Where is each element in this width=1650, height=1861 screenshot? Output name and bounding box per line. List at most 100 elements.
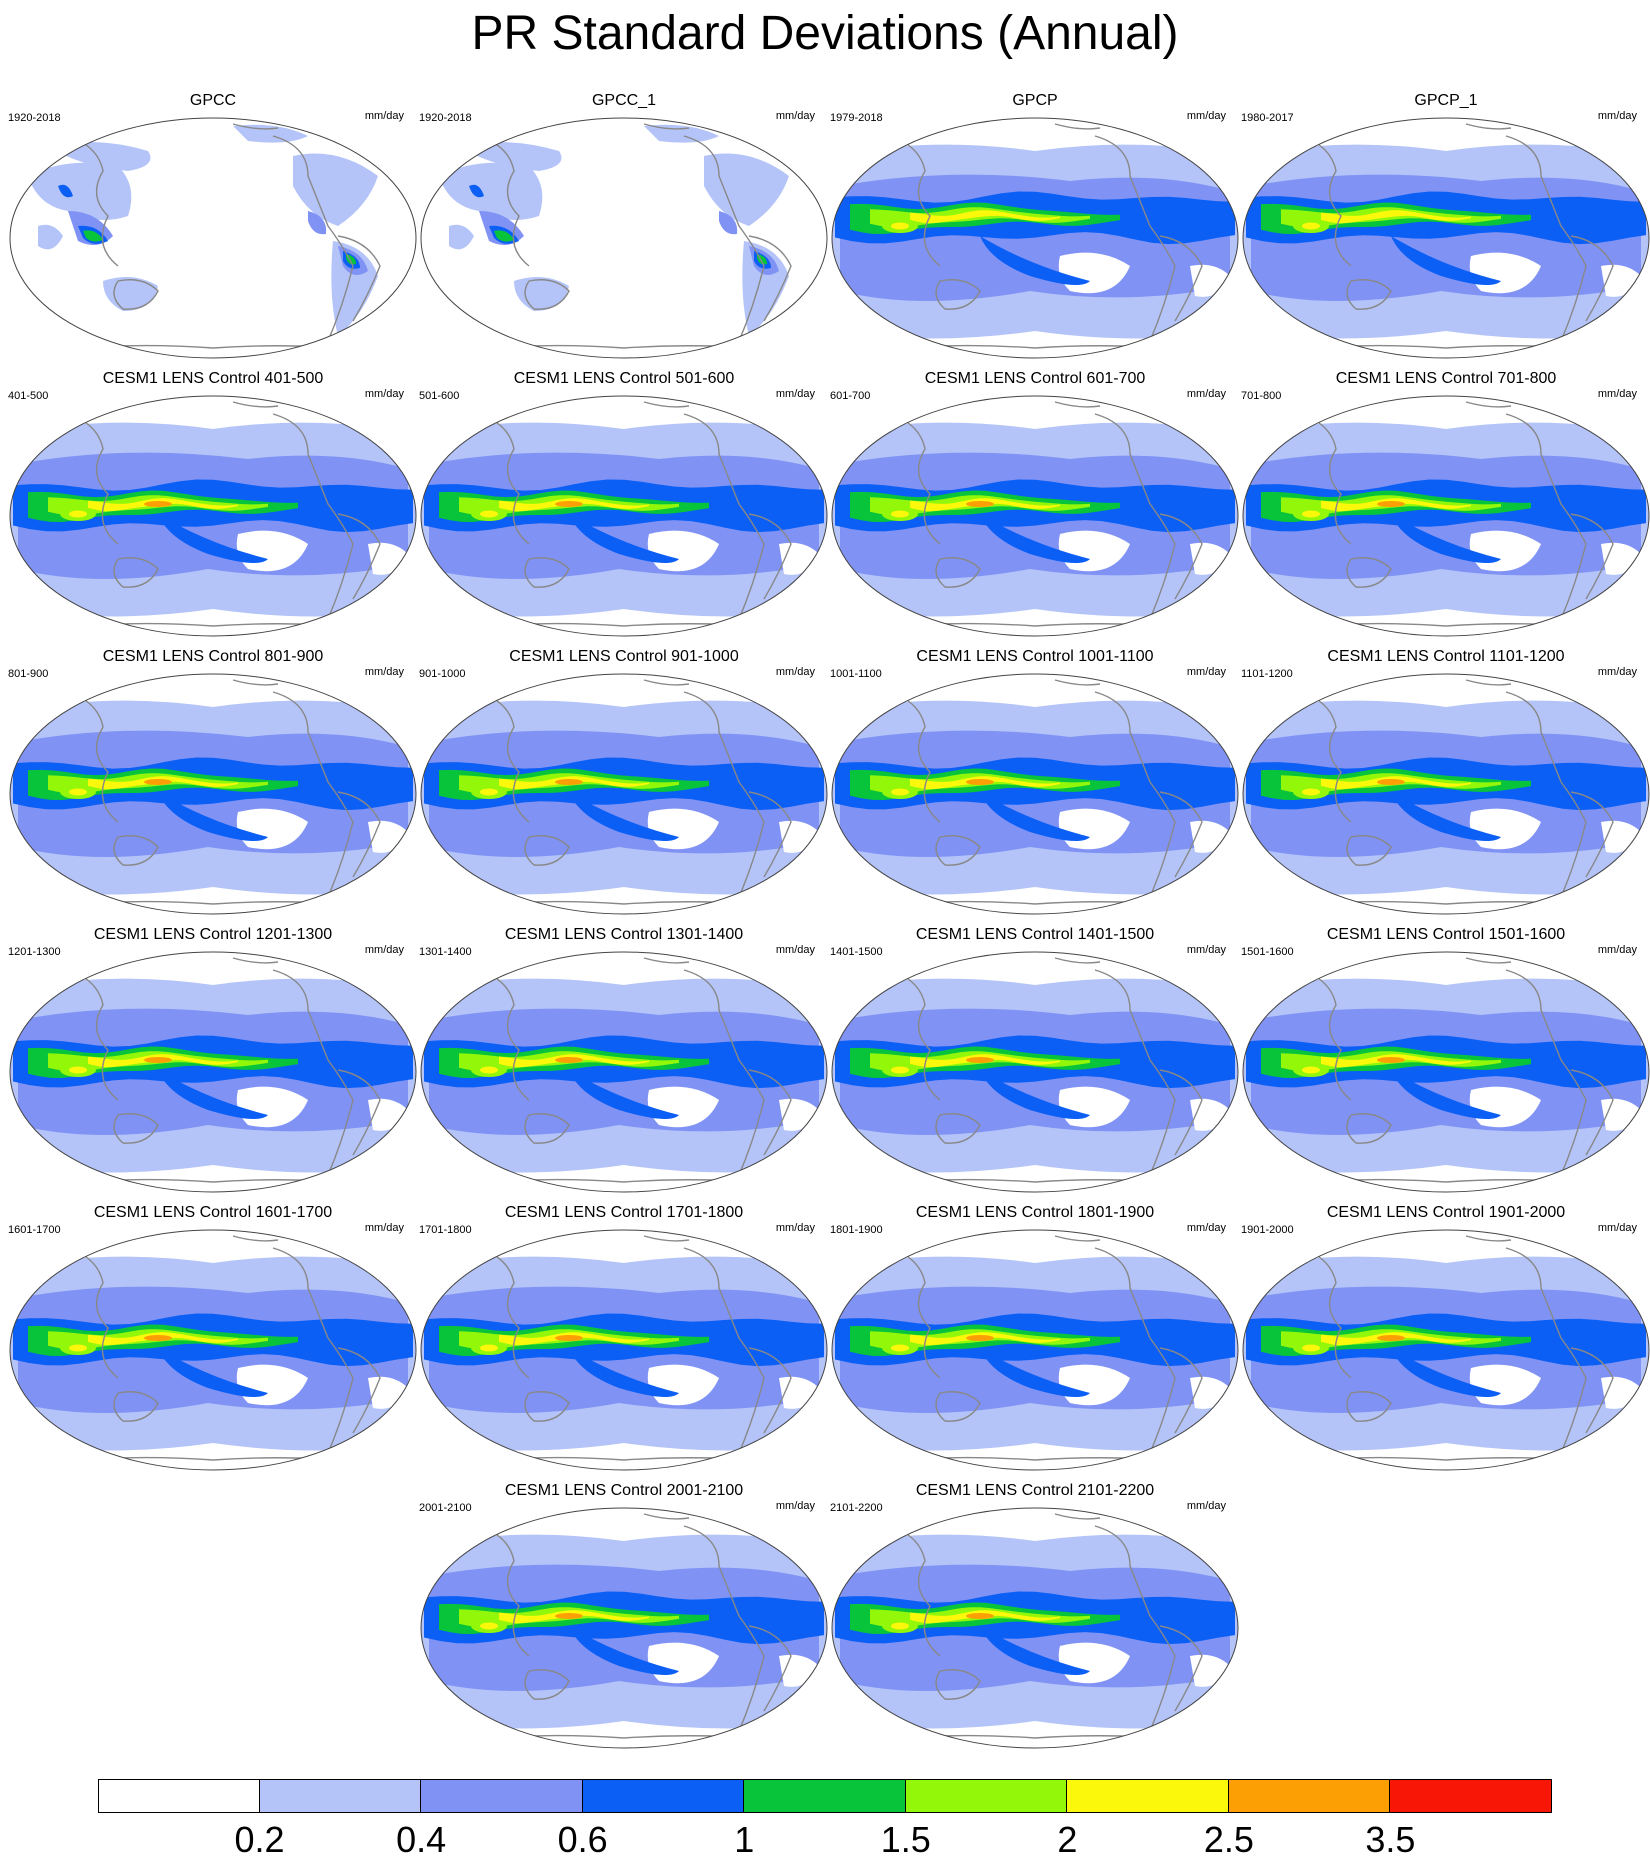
map-panel: CESM1 LENS Control 1901-2000 1901-2000 mm/… — [1241, 1204, 1650, 1474]
map-panel: GPCP_1 1980-2017 mm/day — [1241, 92, 1650, 362]
colorbar-swatch — [905, 1779, 1068, 1813]
map-panel: CESM1 LENS Control 2001-2100 2001-2100 mm/… — [419, 1482, 829, 1752]
panel-units: mm/day — [1186, 388, 1226, 400]
panel-period: 1301-1400 — [419, 946, 472, 958]
panel-period: 2101-2200 — [830, 1502, 883, 1514]
panel-units: mm/day — [1597, 388, 1637, 400]
world-map — [831, 673, 1239, 915]
world-map — [420, 395, 828, 637]
world-map — [9, 673, 417, 915]
world-map — [1242, 673, 1650, 915]
map-panel: CESM1 LENS Control 901-1000 901-1000 mm/da… — [419, 648, 829, 918]
panel-period: 801-900 — [8, 668, 49, 680]
panel-title: CESM1 LENS Control 1801-1900 — [915, 1204, 1155, 1221]
panel-period: 1101-1200 — [1241, 668, 1293, 680]
panel-period: 1801-1900 — [830, 1224, 883, 1236]
panel-period: 1701-1800 — [419, 1224, 472, 1236]
map-panel: CESM1 LENS Control 1601-1700 1601-1700 mm/… — [8, 1204, 418, 1474]
panel-period: 601-700 — [830, 390, 871, 402]
figure-title: PR Standard Deviations (Annual) — [471, 7, 1179, 60]
panel-period: 1201-1300 — [8, 946, 61, 958]
panel-units: mm/day — [1186, 666, 1226, 678]
panel-units: mm/day — [364, 388, 404, 400]
colorbar-label: 0.4 — [396, 1819, 447, 1860]
colorbar-label: 0.6 — [557, 1819, 608, 1860]
map-panel: CESM1 LENS Control 1101-1200 1101-1200 mm/… — [1241, 648, 1650, 918]
colorbar — [98, 1779, 1552, 1813]
world-map — [420, 951, 828, 1193]
panel-units: mm/day — [1186, 944, 1226, 956]
panel-units: mm/day — [775, 944, 815, 956]
map-panel: CESM1 LENS Control 2101-2200 2101-2200 mm/… — [830, 1482, 1240, 1752]
panel-units: mm/day — [1186, 1500, 1226, 1512]
panel-period: 1979-2018 — [830, 112, 883, 124]
world-map — [831, 1229, 1239, 1471]
panel-period: 901-1000 — [419, 668, 466, 680]
map-panel: CESM1 LENS Control 401-500 401-500 mm/day — [8, 370, 418, 640]
panel-title: GPCC_1 — [591, 92, 657, 109]
colorbar-label: 2.5 — [1203, 1819, 1254, 1860]
panel-title: GPCP_1 — [1414, 92, 1478, 109]
map-panel: CESM1 LENS Control 1301-1400 1301-1400 mm/… — [419, 926, 829, 1196]
panel-title: GPCC — [189, 92, 237, 109]
world-map — [9, 951, 417, 1193]
colorbar-label: 1.5 — [880, 1819, 931, 1860]
panel-title: CESM1 LENS Control 701-800 — [1335, 370, 1557, 387]
world-map — [831, 951, 1239, 1193]
world-map — [420, 117, 828, 359]
panel-units: mm/day — [364, 944, 404, 956]
map-panel: GPCP 1979-2018 mm/day — [830, 92, 1240, 362]
panel-units: mm/day — [1186, 1222, 1226, 1234]
colorbar-swatch — [1228, 1779, 1391, 1813]
panel-period: 1901-2000 — [1241, 1224, 1294, 1236]
panel-units: mm/day — [364, 666, 404, 678]
panel-title: CESM1 LENS Control 1301-1400 — [504, 926, 744, 943]
map-panel: CESM1 LENS Control 1801-1900 1801-1900 mm/… — [830, 1204, 1240, 1474]
panel-units: mm/day — [775, 110, 815, 122]
map-panel: GPCC 1920-2018 mm/day — [8, 92, 418, 362]
map-panel: CESM1 LENS Control 1501-1600 1501-1600 mm/… — [1241, 926, 1650, 1196]
panel-units: mm/day — [364, 110, 404, 122]
panel-period: 2001-2100 — [419, 1502, 472, 1514]
panel-title: CESM1 LENS Control 501-600 — [513, 370, 735, 387]
world-map — [831, 1507, 1239, 1749]
map-panel: CESM1 LENS Control 1201-1300 1201-1300 mm/… — [8, 926, 418, 1196]
panel-period: 1980-2017 — [1241, 112, 1294, 124]
colorbar-swatch — [421, 1779, 583, 1813]
colorbar-swatch — [1390, 1779, 1552, 1813]
world-map — [9, 117, 417, 359]
world-map — [420, 673, 828, 915]
panel-units: mm/day — [364, 1222, 404, 1234]
panel-title: CESM1 LENS Control 1701-1800 — [504, 1204, 744, 1221]
panel-period: 401-500 — [8, 390, 49, 402]
panel-period: 1920-2018 — [8, 112, 61, 124]
colorbar-swatch — [582, 1779, 745, 1813]
colorbar-label: 0.2 — [234, 1819, 285, 1860]
world-map — [831, 117, 1239, 359]
panel-title: CESM1 LENS Control 2101-2200 — [915, 1482, 1155, 1499]
panel-units: mm/day — [775, 1500, 815, 1512]
panel-title: CESM1 LENS Control 1901-2000 — [1326, 1204, 1566, 1221]
panel-title: CESM1 LENS Control 1201-1300 — [93, 926, 333, 943]
colorbar-swatch — [744, 1779, 906, 1813]
colorbar-swatch — [1067, 1779, 1229, 1813]
world-map — [1242, 395, 1650, 637]
panel-title: CESM1 LENS Control 1401-1500 — [915, 926, 1155, 943]
panel-period: 1601-1700 — [8, 1224, 61, 1236]
panel-title: CESM1 LENS Control 401-500 — [102, 370, 324, 387]
map-panel: CESM1 LENS Control 1001-1100 1001-1100 mm/… — [830, 648, 1240, 918]
panel-title: CESM1 LENS Control 601-700 — [924, 370, 1146, 387]
panel-units: mm/day — [775, 388, 815, 400]
panel-units: mm/day — [1597, 1222, 1637, 1234]
map-panel: CESM1 LENS Control 1401-1500 1401-1500 mm/… — [830, 926, 1240, 1196]
colorbar-swatch — [259, 1779, 422, 1813]
map-panel: CESM1 LENS Control 1701-1800 1701-1800 mm/… — [419, 1204, 829, 1474]
panel-title: CESM1 LENS Control 1101-1200 — [1327, 648, 1565, 665]
map-panel: CESM1 LENS Control 701-800 701-800 mm/day — [1241, 370, 1650, 640]
panel-title: CESM1 LENS Control 1601-1700 — [93, 1204, 333, 1221]
world-map — [420, 1229, 828, 1471]
world-map — [1242, 117, 1650, 359]
world-map — [831, 395, 1239, 637]
map-panel: CESM1 LENS Control 501-600 501-600 mm/day — [419, 370, 829, 640]
panel-period: 1920-2018 — [419, 112, 472, 124]
